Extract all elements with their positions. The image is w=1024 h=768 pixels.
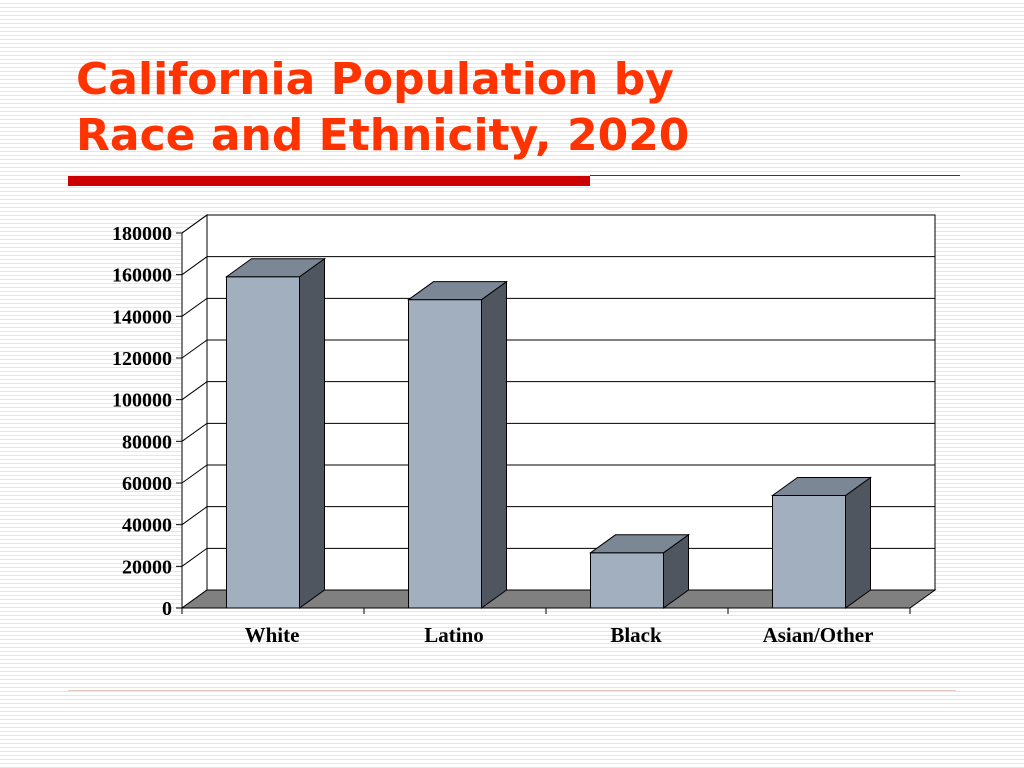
bar-side [481, 280, 507, 609]
bar-front [226, 276, 300, 609]
gridline [181, 422, 935, 442]
bar [406, 280, 509, 609]
gridline [181, 214, 935, 234]
side-wall [181, 214, 208, 609]
y-tick-label: 40000 [122, 515, 172, 537]
y-axis [176, 232, 183, 609]
bar-side [845, 476, 871, 609]
gridline [181, 506, 935, 526]
y-tick-label: 180000 [112, 223, 172, 245]
chart-gridlines [181, 214, 935, 567]
gridline [181, 381, 935, 401]
bar-top [224, 258, 327, 278]
y-axis-tick-labels: 0 20000 40000 60000 80000 100000 120000 140000 1… [112, 223, 172, 620]
x-axis-category-labels: White Latino Black Asian/Other [245, 623, 874, 647]
y-tick-label: 20000 [122, 556, 172, 578]
bar-front [408, 299, 482, 609]
slide-title: California Population by Race and Ethnic… [76, 52, 689, 164]
y-tick-label: 140000 [112, 306, 172, 328]
x-axis [181, 607, 911, 614]
title-line-2: Race and Ethnicity, 2020 [76, 110, 690, 161]
y-tick-label: 120000 [112, 348, 172, 370]
y-tick-label: 60000 [122, 473, 172, 495]
title-line-1: California Population by [76, 54, 674, 105]
bar [588, 533, 691, 609]
x-category-label: Latino [424, 623, 484, 647]
gridline [181, 547, 935, 567]
y-tick-label: 0 [162, 598, 172, 620]
x-category-label: Black [610, 623, 662, 647]
title-underline-thin [590, 175, 960, 176]
gridline [181, 464, 935, 484]
y-tick-label: 100000 [112, 390, 172, 412]
bar [224, 257, 327, 609]
gridline [181, 339, 935, 359]
y-tick-label: 80000 [122, 431, 172, 453]
bar-front [590, 552, 664, 609]
bar-top [588, 534, 691, 554]
footer-rule [68, 690, 956, 691]
gridline [181, 297, 935, 317]
y-tick-label: 160000 [112, 265, 172, 287]
bar-top [770, 477, 873, 496]
title-underline-thick [68, 176, 590, 186]
bar-front [772, 495, 846, 609]
bar-top [406, 281, 509, 301]
bar [770, 476, 873, 609]
x-category-label: Asian/Other [763, 623, 874, 647]
bar-side [299, 257, 325, 609]
gridline [181, 256, 935, 276]
x-category-label: White [245, 623, 300, 647]
